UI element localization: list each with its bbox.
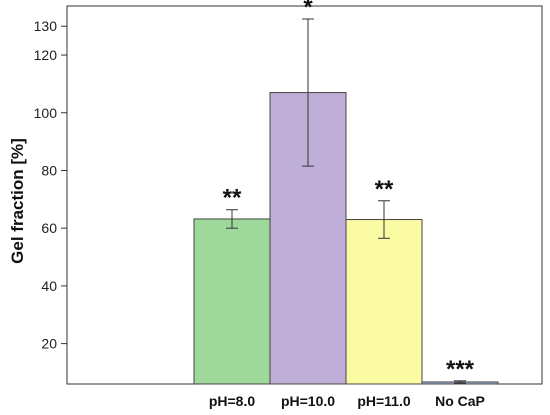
x-category-label: pH=8.0 — [209, 393, 256, 409]
significance-labels: ******** — [223, 0, 475, 383]
bar — [345, 219, 423, 385]
x-category-label: pH=10.0 — [281, 393, 335, 409]
y-tick-label: 130 — [34, 18, 58, 34]
y-tick-label: 20 — [41, 336, 57, 352]
y-axis: 20 40 60 80 100 120 130 — [34, 18, 67, 352]
x-category-label: pH=11.0 — [357, 393, 411, 409]
significance-label: *** — [446, 356, 475, 383]
y-tick-label: 100 — [34, 105, 58, 121]
bar — [193, 218, 271, 385]
y-tick-label: 60 — [41, 220, 57, 236]
y-tick-label: 120 — [34, 47, 58, 63]
significance-label: ** — [223, 185, 242, 212]
x-category-label: No CaP — [435, 393, 485, 409]
significance-label: ** — [375, 176, 394, 203]
bars — [193, 92, 499, 385]
x-axis: pH=8.0 pH=10.0 pH=11.0 No CaP — [209, 393, 485, 409]
significance-label: * — [303, 0, 313, 21]
y-axis-title: Gel fraction [%] — [8, 138, 27, 264]
y-tick-label: 80 — [41, 162, 57, 178]
error-bars — [226, 18, 466, 384]
y-tick-label: 40 — [41, 278, 57, 294]
